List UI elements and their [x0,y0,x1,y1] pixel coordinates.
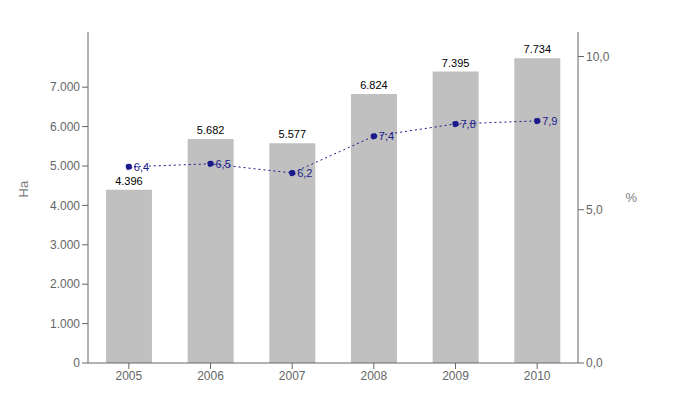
svg-text:2.000: 2.000 [50,277,80,291]
svg-text:0,0: 0,0 [586,356,603,370]
svg-text:4.396: 4.396 [115,175,143,187]
svg-text:2007: 2007 [279,369,306,383]
svg-text:6.000: 6.000 [50,120,80,134]
svg-text:4.000: 4.000 [50,199,80,213]
svg-text:5,0: 5,0 [586,203,603,217]
svg-text:2006: 2006 [197,369,224,383]
svg-text:7.395: 7.395 [442,57,470,69]
svg-text:2008: 2008 [360,369,387,383]
svg-text:Ha: Ha [16,180,31,197]
svg-text:5.682: 5.682 [197,124,225,136]
svg-text:7.734: 7.734 [524,43,552,55]
svg-text:5.577: 5.577 [279,128,307,140]
svg-text:3.000: 3.000 [50,238,80,252]
svg-text:2005: 2005 [115,369,142,383]
svg-text:5.000: 5.000 [50,159,80,173]
svg-text:7,4: 7,4 [379,130,394,142]
svg-text:2009: 2009 [442,369,469,383]
svg-text:7.000: 7.000 [50,80,80,94]
svg-text:0: 0 [73,356,80,370]
svg-text:%: % [625,190,637,205]
svg-text:1.000: 1.000 [50,317,80,331]
svg-text:6,5: 6,5 [216,158,231,170]
svg-text:6,2: 6,2 [297,167,312,179]
svg-text:6.824: 6.824 [360,79,388,91]
svg-text:7,8: 7,8 [461,118,476,130]
svg-text:7,9: 7,9 [542,115,557,127]
svg-text:2010: 2010 [524,369,551,383]
svg-text:10,0: 10,0 [586,50,610,64]
svg-text:6,4: 6,4 [134,161,149,173]
